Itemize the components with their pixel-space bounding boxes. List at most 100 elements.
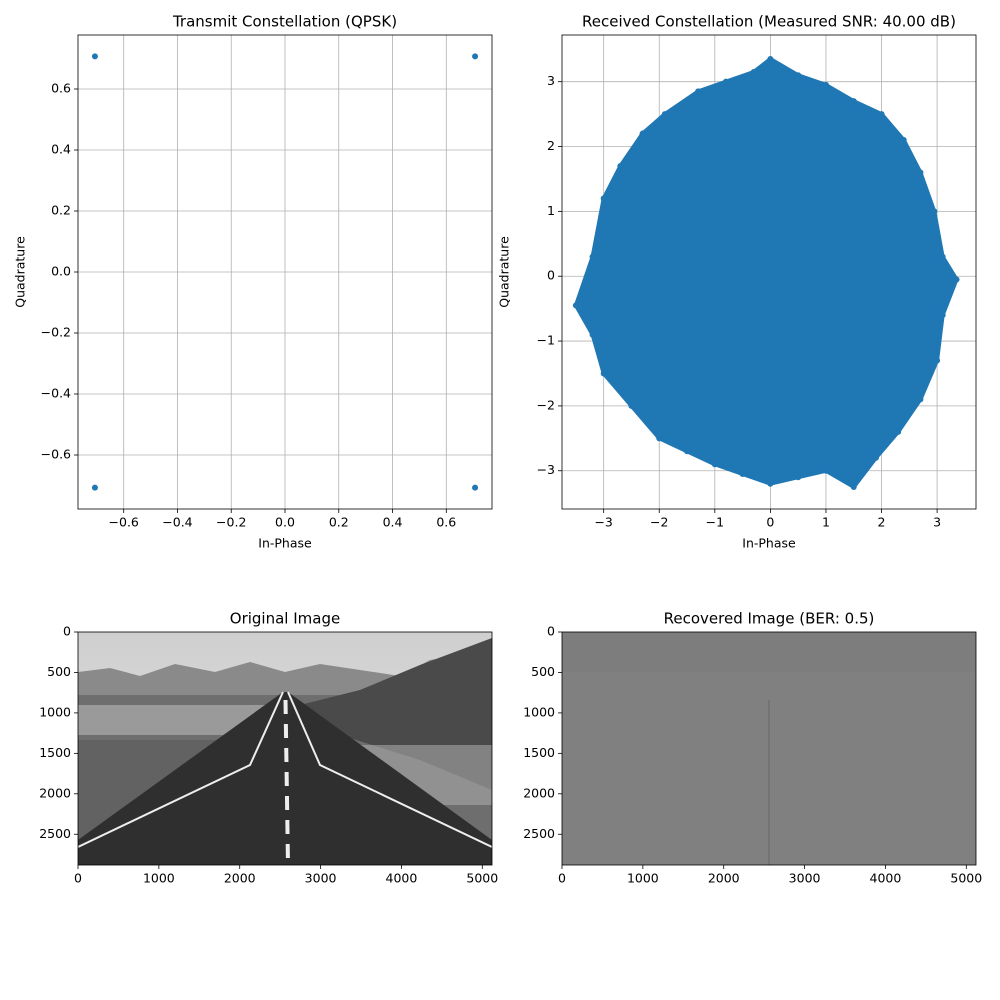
x-tick-label: 4000 (870, 871, 902, 886)
x-tick-label: 0.6 (436, 515, 456, 530)
point (850, 483, 857, 490)
point (639, 130, 646, 137)
point (617, 162, 624, 169)
point (91, 484, 98, 491)
chart-title: Recovered Image (BER: 0.5) (664, 610, 875, 628)
y-tick-label: 2000 (39, 785, 71, 800)
y-tick-label: −0.2 (41, 325, 71, 340)
x-tick-label: 0 (74, 871, 82, 886)
axes-frame (77, 631, 493, 866)
point (822, 467, 829, 474)
y-tick-label: −3 (537, 462, 555, 477)
y-tick-label: 2500 (39, 826, 71, 841)
x-tick-label: 0 (558, 871, 566, 886)
point (900, 137, 907, 144)
y-tick-label: 1000 (39, 704, 71, 719)
point (939, 253, 946, 260)
x-tick-label: −0.2 (216, 515, 246, 530)
x-tick-label: 1000 (143, 871, 175, 886)
point (722, 78, 729, 85)
y-tick-label: 0 (547, 624, 555, 639)
y-tick-label: −1 (537, 333, 555, 348)
x-tick-label: −3 (594, 515, 612, 530)
original-image (78, 632, 492, 865)
y-tick-label: 1500 (523, 745, 555, 760)
point (934, 357, 941, 364)
x-tick-label: 2000 (224, 871, 256, 886)
y-tick-label: 2 (547, 138, 555, 153)
x-tick-label: 2 (878, 515, 886, 530)
point (917, 169, 924, 176)
x-tick-label: 1000 (627, 871, 659, 886)
point (739, 470, 746, 477)
x-tick-label: 5000 (466, 871, 498, 886)
point (661, 111, 668, 118)
point (600, 195, 607, 202)
chart-title: Transmit Constellation (QPSK) (172, 13, 397, 31)
x-axis-label: In-Phase (258, 536, 312, 551)
point (589, 253, 596, 260)
point (795, 474, 802, 481)
y-axis-label: Quadrature (13, 236, 28, 308)
point (684, 448, 691, 455)
axes-frame (561, 34, 977, 510)
x-tick-label: 0.2 (329, 515, 349, 530)
point (939, 312, 946, 319)
point-cloud (573, 56, 959, 489)
y-tick-label: 0.6 (51, 80, 71, 95)
point (931, 208, 938, 215)
y-tick-label: 500 (531, 664, 555, 679)
point (872, 454, 879, 461)
y-tick-label: 500 (47, 664, 71, 679)
point (895, 428, 902, 435)
point (917, 396, 924, 403)
y-tick-label: 0.0 (51, 264, 71, 279)
point (628, 402, 635, 409)
axes-frame (561, 631, 977, 866)
point (767, 480, 774, 487)
point (750, 68, 757, 75)
point (572, 302, 579, 309)
point (695, 88, 702, 95)
y-tick-label: −0.4 (41, 386, 71, 401)
recovered-image (562, 632, 976, 865)
x-tick-label: 3000 (789, 871, 821, 886)
x-tick-label: 1 (822, 515, 830, 530)
point (767, 55, 774, 62)
point (656, 435, 663, 442)
x-tick-label: −1 (706, 515, 724, 530)
point (472, 484, 479, 491)
point (472, 53, 479, 60)
point (850, 98, 857, 105)
y-tick-label: 0 (547, 268, 555, 283)
y-tick-label: 3 (547, 73, 555, 88)
x-tick-label: 0.0 (275, 515, 295, 530)
y-tick-label: 0 (63, 624, 71, 639)
x-tick-label: 0 (766, 515, 774, 530)
x-tick-label: −2 (650, 515, 668, 530)
x-tick-label: 3 (933, 515, 941, 530)
y-tick-label: 1500 (39, 745, 71, 760)
x-axis-label: In-Phase (742, 536, 796, 551)
x-tick-label: 5000 (950, 871, 982, 886)
point (91, 53, 98, 60)
point (878, 111, 885, 118)
point (600, 370, 607, 377)
y-tick-label: 1 (547, 203, 555, 218)
y-tick-label: 2000 (523, 785, 555, 800)
x-tick-label: 0.4 (383, 515, 403, 530)
point (822, 81, 829, 88)
point (953, 276, 960, 283)
y-tick-label: −2 (537, 397, 555, 412)
x-tick-label: 2000 (708, 871, 740, 886)
y-tick-label: 0.4 (51, 141, 71, 156)
y-tick-label: −0.6 (41, 447, 71, 462)
y-axis-label: Quadrature (497, 236, 512, 308)
x-tick-label: −0.6 (109, 515, 139, 530)
point (589, 331, 596, 338)
y-tick-label: 0.2 (51, 202, 71, 217)
x-tick-label: 3000 (305, 871, 337, 886)
point (795, 72, 802, 79)
